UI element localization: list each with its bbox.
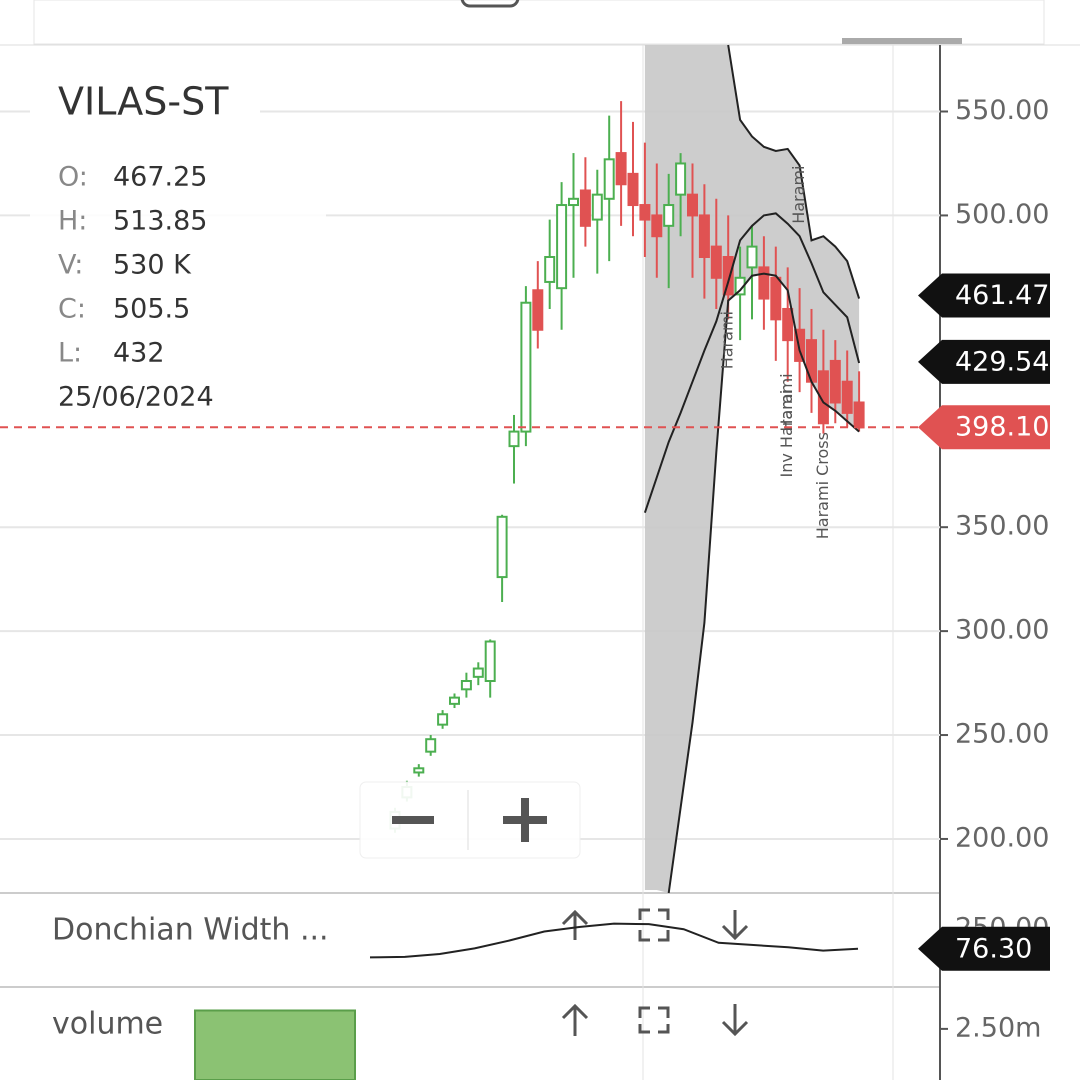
candle-body [651, 214, 663, 238]
candle-body [615, 152, 627, 186]
volume-name: volume [52, 1007, 163, 1042]
toolbar-icon[interactable] [460, 0, 520, 8]
candle-body [520, 301, 532, 433]
zoom-out[interactable] [392, 816, 434, 824]
candle-body [472, 667, 484, 678]
band-line [667, 272, 860, 894]
price-tag [918, 339, 1050, 384]
candle-body [710, 245, 722, 279]
candle-body [639, 204, 651, 221]
volume-bar [194, 1009, 356, 1080]
legend-key: L: [58, 338, 82, 369]
indicator-name: Donchian Width ... [52, 913, 329, 948]
move-down[interactable] [721, 1004, 749, 1037]
toolbar [33, 0, 1045, 45]
pattern-annotation: Harami [718, 311, 737, 369]
y-tick-label: 550.00 [955, 95, 1049, 126]
legend-value: 513.85 [113, 206, 207, 237]
candle-body [460, 680, 472, 691]
pattern-annotation: Harami [777, 373, 796, 431]
candle-body [829, 359, 841, 404]
candle-body [627, 172, 639, 207]
price-tag-label: 398.10 [955, 412, 1049, 443]
maximize[interactable] [638, 1006, 670, 1034]
candle-body [579, 189, 591, 227]
pattern-annotation: Harami Cross [813, 432, 832, 539]
move-down[interactable] [721, 910, 749, 941]
candle-body [817, 370, 829, 425]
legend-key: V: [58, 250, 83, 281]
candle-body [663, 204, 675, 227]
y-tick-label: 500.00 [955, 199, 1049, 230]
zoom-control [359, 781, 581, 859]
price-tag-label: 461.47 [955, 280, 1049, 311]
pattern-annotation: Inv Harami [777, 390, 796, 478]
y-tick-label: 350.00 [955, 511, 1049, 542]
legend-value: 505.5 [113, 294, 190, 325]
y-tick-label: 2.50m [955, 1012, 1041, 1043]
price-tag [918, 273, 1050, 318]
candle-body [853, 401, 865, 429]
legend-key: O: [58, 162, 88, 193]
toolbar-tab-indicator [842, 38, 962, 44]
candle-body [794, 328, 806, 362]
candle-body [484, 640, 496, 683]
candle-body [568, 197, 579, 207]
band-fill [644, 45, 860, 893]
legend-value: 530 K [113, 250, 192, 281]
candle-body [770, 276, 782, 321]
candle-body [746, 245, 758, 269]
candle-body [532, 289, 544, 331]
candle-body [425, 738, 437, 753]
pane-icons [561, 908, 749, 1037]
candle-body [437, 713, 449, 726]
y-tick-label: 250.00 [955, 719, 1049, 750]
candle-body [544, 256, 556, 283]
y-tick-label: 200.00 [955, 822, 1049, 853]
legend-bg [30, 150, 326, 420]
maximize[interactable] [638, 908, 670, 942]
candle-body [496, 515, 508, 579]
band-line [727, 44, 861, 299]
legend-date: 25/06/2024 [58, 382, 214, 413]
candle-body [722, 256, 734, 296]
candle-body [508, 430, 520, 448]
candle-body [841, 380, 853, 414]
symbol-title: VILAS-ST [58, 80, 229, 124]
price-tag-label: 76.30 [955, 933, 1032, 964]
band-line [643, 212, 861, 513]
candle-body [591, 193, 603, 221]
candle-body [556, 204, 568, 290]
candle-body [675, 162, 687, 196]
indicator-line [369, 922, 859, 959]
y-tick-label: 300.00 [955, 615, 1049, 646]
legend-value: 467.25 [113, 162, 207, 193]
candle-body [687, 193, 698, 217]
price-tag-label: 429.54 [955, 346, 1049, 377]
candle-body [698, 214, 710, 258]
pattern-annotation: Harami [789, 166, 808, 224]
price-tag [918, 405, 1050, 450]
legend-key: C: [58, 294, 86, 325]
legend-key: H: [58, 206, 87, 237]
candle-body [782, 307, 794, 342]
candle-body [413, 767, 425, 774]
candle-body [449, 696, 460, 705]
candle-body [758, 266, 770, 300]
move-up[interactable] [561, 909, 589, 940]
legend-bg [30, 72, 260, 128]
legend-value: 432 [113, 338, 165, 369]
zoom-in[interactable] [521, 798, 529, 842]
candle-body [603, 158, 615, 200]
price-tag [918, 926, 1050, 971]
move-up[interactable] [561, 1003, 589, 1036]
